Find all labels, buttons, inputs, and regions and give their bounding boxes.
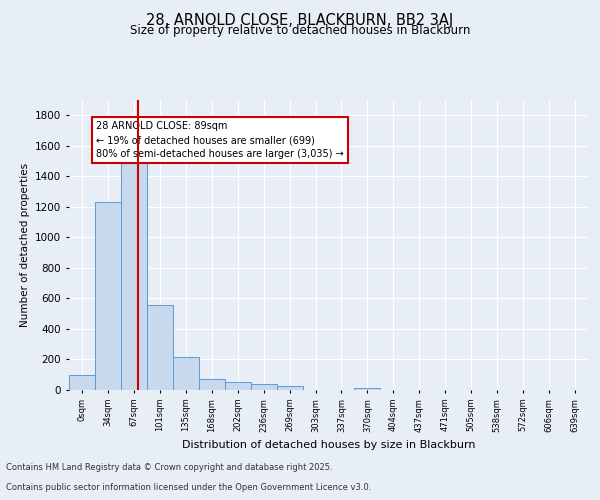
Bar xyxy=(173,358,199,390)
Text: 28 ARNOLD CLOSE: 89sqm
← 19% of detached houses are smaller (699)
80% of semi-de: 28 ARNOLD CLOSE: 89sqm ← 19% of detached… xyxy=(96,122,344,160)
Bar xyxy=(355,388,380,390)
Bar xyxy=(199,380,224,390)
Text: Contains public sector information licensed under the Open Government Licence v3: Contains public sector information licen… xyxy=(6,484,371,492)
Bar xyxy=(69,375,95,390)
X-axis label: Distribution of detached houses by size in Blackburn: Distribution of detached houses by size … xyxy=(182,440,475,450)
Bar xyxy=(147,304,173,390)
Bar xyxy=(251,384,277,390)
Bar xyxy=(225,382,251,390)
Y-axis label: Number of detached properties: Number of detached properties xyxy=(20,163,29,327)
Bar xyxy=(95,202,121,390)
Text: 28, ARNOLD CLOSE, BLACKBURN, BB2 3AJ: 28, ARNOLD CLOSE, BLACKBURN, BB2 3AJ xyxy=(146,12,454,28)
Bar xyxy=(277,386,302,390)
Text: Contains HM Land Registry data © Crown copyright and database right 2025.: Contains HM Land Registry data © Crown c… xyxy=(6,464,332,472)
Bar xyxy=(121,142,147,390)
Text: Size of property relative to detached houses in Blackburn: Size of property relative to detached ho… xyxy=(130,24,470,37)
